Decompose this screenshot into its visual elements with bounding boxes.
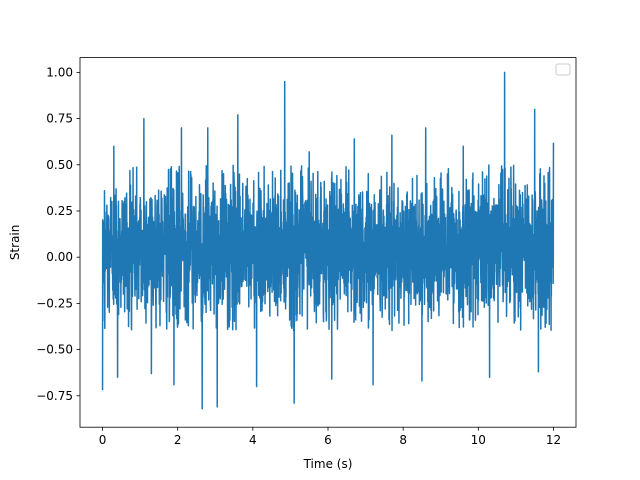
y-tick-label: 0.25 (46, 204, 73, 218)
x-axis: 0 2 4 6 8 10 12 (99, 427, 561, 447)
y-tick-label: 0.50 (46, 158, 73, 172)
strain-series-line (101, 71, 555, 410)
y-axis-label: Strain (8, 225, 22, 261)
x-tick-label: 8 (399, 433, 407, 447)
legend-box (555, 63, 571, 76)
x-tick-label: 4 (249, 433, 257, 447)
y-axis: −0.75 −0.50 −0.25 0.00 0.25 0.50 0.75 1.00 (36, 65, 80, 403)
y-tick-label: −0.25 (36, 296, 73, 310)
y-tick-label: −0.50 (36, 343, 73, 357)
y-tick-label: 0.75 (46, 112, 73, 126)
y-tick-label: 1.00 (46, 65, 73, 79)
y-tick-label: 0.00 (46, 250, 73, 264)
x-tick-label: 6 (324, 433, 332, 447)
x-tick-label: 2 (174, 433, 182, 447)
x-tick-label: 10 (471, 433, 486, 447)
x-tick-label: 0 (99, 433, 107, 447)
y-tick-label: −0.75 (36, 389, 73, 403)
series-layer (101, 71, 555, 410)
x-axis-label: Time (s) (303, 457, 353, 471)
x-tick-label: 12 (546, 433, 561, 447)
